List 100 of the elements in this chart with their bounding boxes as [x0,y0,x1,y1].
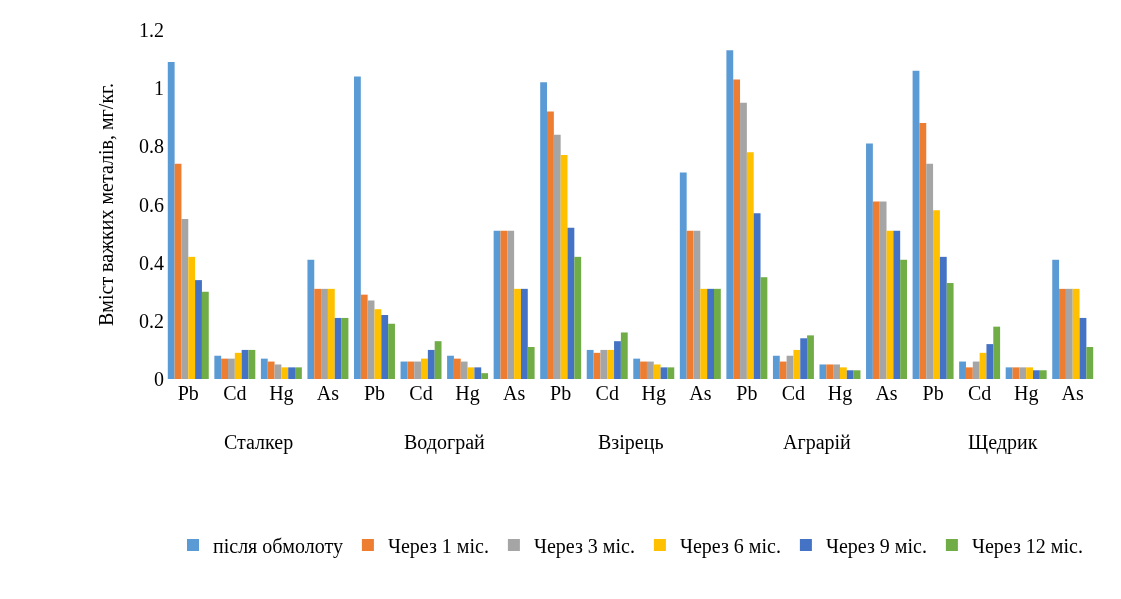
x-tick-label: As [689,382,712,404]
bar [833,364,840,379]
bar [633,358,641,379]
x-tick-label: Pb [177,382,199,404]
bar [839,367,847,379]
bar [640,361,647,379]
x-tick-label: Cd [223,382,247,404]
bar [421,358,428,379]
bar [374,309,382,379]
bar [295,367,302,379]
text: Сталкер [224,431,294,454]
bar [772,355,780,379]
bar [620,332,628,379]
bar [267,361,275,379]
bar [879,201,887,379]
bar [474,367,482,379]
bar [993,326,1001,379]
bar [919,123,927,379]
bar [946,283,954,379]
bar [900,259,908,379]
legend-label: після обмолоту [213,534,343,558]
y-tick-label: 0.8 [139,135,164,158]
bar [260,358,268,379]
legend-label: Через 12 міс. [971,534,1083,558]
bar [1019,367,1027,379]
text: Водограй [404,431,486,454]
x-tick-label: Cd [409,382,433,404]
bar [327,288,335,379]
x-tick-label: Hg [1013,382,1039,405]
bar [1059,288,1066,379]
x-tick-label: As [316,382,340,404]
bar [872,201,880,379]
bar [414,361,422,379]
bar [819,364,827,379]
bar [547,111,554,379]
bar [314,288,322,379]
bar [600,349,608,379]
bar [893,230,901,379]
bar [500,230,508,379]
bar [1086,347,1094,379]
y-tick-label: 1.2 [139,19,164,41]
bar [959,361,966,379]
bar [434,341,442,379]
x-tick-label: As [1061,382,1085,404]
bar [388,323,395,379]
bar [686,230,694,379]
bar [281,367,289,379]
bar [707,288,714,379]
bar [1033,370,1040,379]
x-tick-label: Hg [455,382,480,405]
y-tick-label: 0.6 [139,193,164,216]
bar [646,361,654,379]
bar [926,163,934,379]
bar [195,280,202,379]
bar [407,361,415,379]
bar [726,50,734,379]
bar [660,367,668,379]
bar [933,210,940,379]
bar [793,349,801,379]
bar [939,256,947,379]
bar [614,341,621,379]
x-tick-label: Cd [595,382,619,404]
bar [779,361,787,379]
bar [1012,367,1020,379]
text: Взірець [598,431,664,454]
bar [321,288,328,379]
bar [307,259,315,379]
bar [733,79,741,379]
bar [807,335,814,379]
bar [1005,367,1013,379]
bar [181,219,189,379]
bar [753,213,761,379]
x-tick-label: Hg [827,382,853,405]
bar [1026,367,1033,379]
bar [453,358,461,379]
legend-label: Через 3 міс. [533,534,635,558]
bar [986,344,994,379]
bar [507,230,515,379]
x-tick-label: Cd [781,382,806,404]
bar [700,288,708,379]
x-tick-label: As [503,382,526,404]
text: Щедрик [968,431,1038,454]
bar [228,358,235,379]
bar [800,338,808,379]
text: Аграрій [783,431,852,454]
bar [234,352,242,379]
bar [586,349,594,379]
bar [188,256,196,379]
legend-label: Через 1 міс. [387,534,489,558]
bar [607,349,615,379]
bar [1052,259,1060,379]
bar [679,172,687,379]
bar [540,82,548,379]
bar [1065,288,1073,379]
bar [447,355,454,379]
bar [972,361,980,379]
bar [481,373,489,379]
bar [713,288,721,379]
x-tick-label: Pb [363,382,386,404]
bar [826,364,834,379]
